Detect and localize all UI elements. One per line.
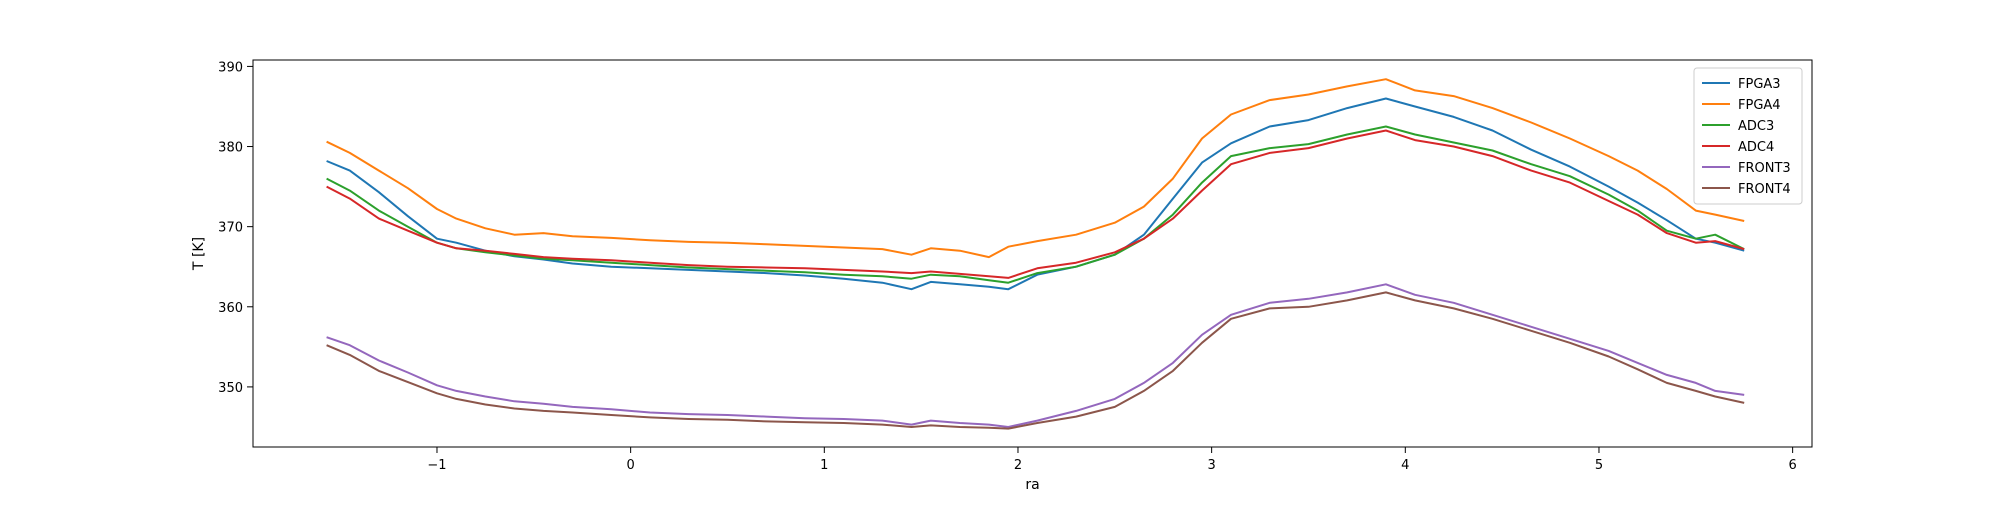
y-tick-label: 370 (218, 221, 243, 236)
legend: FPGA3 FPGA4 ADC3 ADC4 FRONT3 FRONT4 (1693, 67, 1803, 205)
series-line-adc3 (326, 125, 1745, 284)
series-line-adc4 (326, 129, 1745, 279)
x-tick-label: 5 (1595, 458, 1603, 473)
y-tick-label: 360 (218, 301, 243, 316)
series-lines (326, 78, 1745, 430)
x-tick-label: 3 (1207, 458, 1215, 473)
legend-label: ADC3 (1738, 119, 1774, 134)
x-tick-label: 6 (1788, 458, 1796, 473)
x-tick-label: 1 (820, 458, 828, 473)
series-line-front3 (326, 283, 1745, 428)
x-tick-label: 0 (627, 458, 635, 473)
legend-label: FPGA4 (1738, 98, 1781, 113)
legend-label: FRONT3 (1738, 161, 1791, 176)
axes: −1 0 1 2 3 4 5 6 350 360 370 380 390 (218, 60, 1797, 473)
y-tick-label: 350 (218, 381, 243, 396)
y-tick-label: 390 (218, 60, 243, 75)
legend-box (1693, 67, 1803, 205)
legend-label: ADC4 (1738, 140, 1774, 155)
series-line-front4 (326, 291, 1745, 430)
x-tick-label: 2 (1014, 458, 1022, 473)
series-line-fpga4 (326, 78, 1745, 259)
plot-frame (252, 59, 1813, 448)
x-tick-label: 4 (1401, 458, 1409, 473)
legend-label: FRONT4 (1738, 182, 1791, 197)
y-axis-label: T [K] (191, 237, 207, 271)
x-tick-label: −1 (427, 458, 446, 473)
series-line-fpga3 (326, 97, 1745, 291)
y-tick-label: 380 (218, 141, 243, 156)
legend-label: FPGA3 (1738, 77, 1781, 92)
x-axis-label: ra (1025, 477, 1039, 493)
